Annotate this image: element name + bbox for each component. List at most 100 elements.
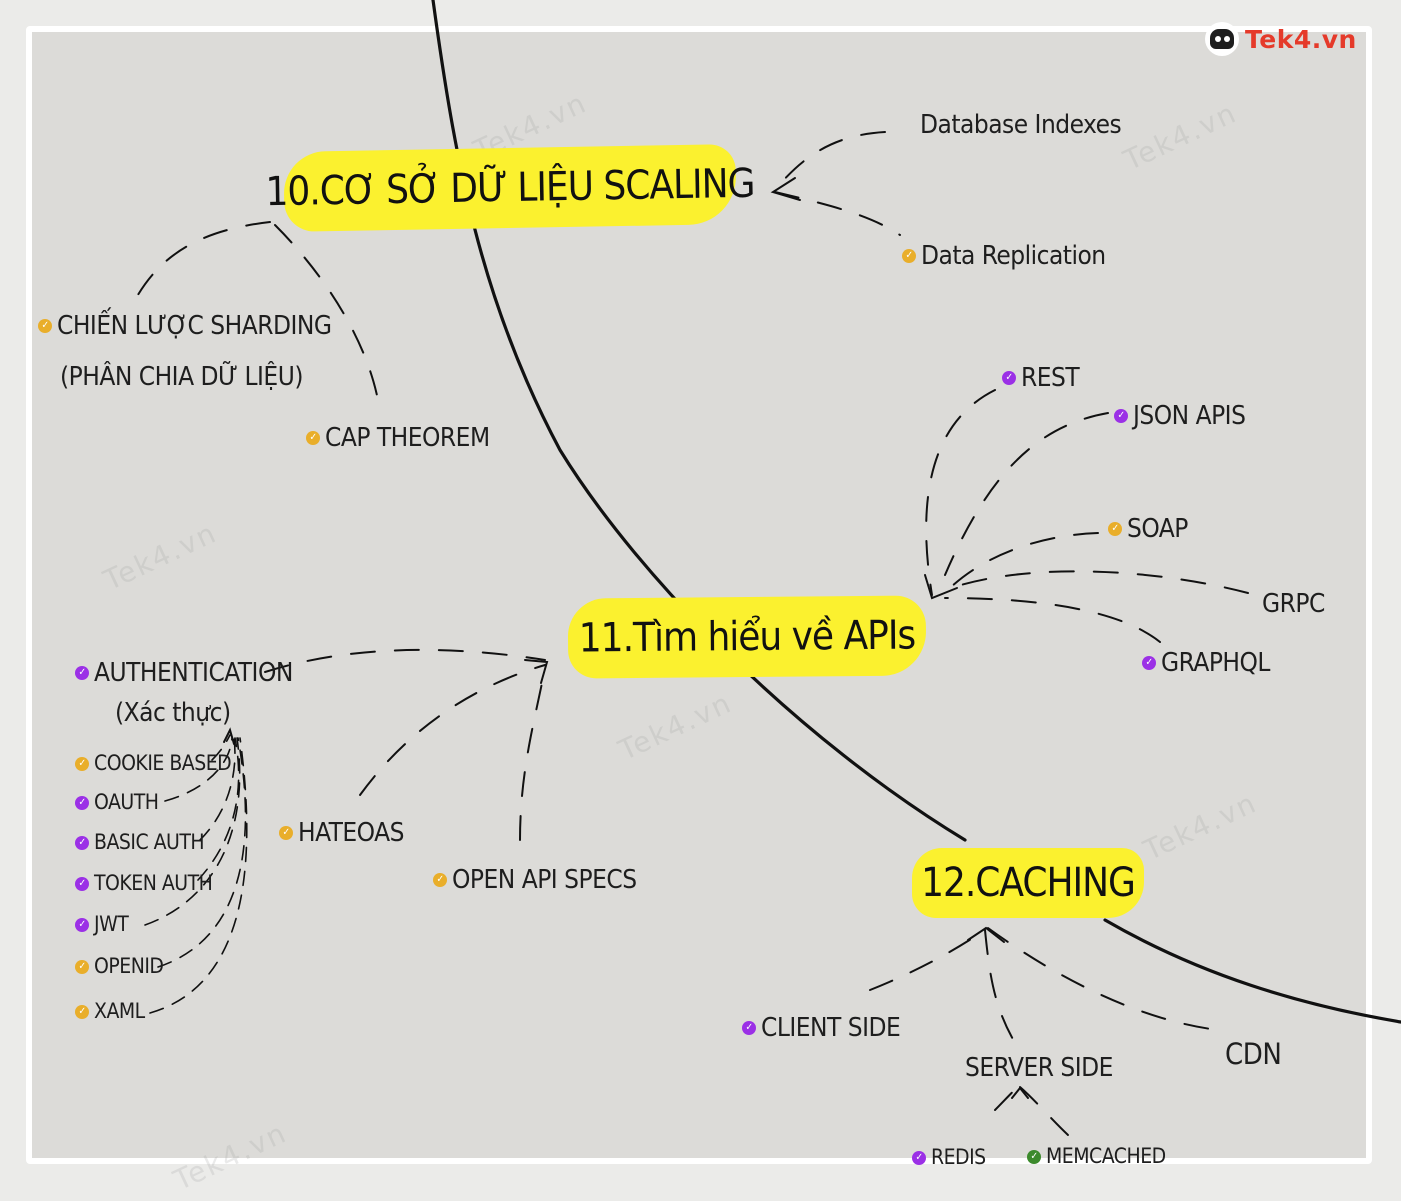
replication-label: Data Replication: [921, 241, 1106, 271]
check-icon: ✓: [75, 795, 89, 810]
branch-rest: [925, 389, 996, 596]
branch-client: [869, 929, 986, 991]
node-replication: ✓ Data Replication: [902, 243, 1106, 269]
check-icon: ✓: [75, 1004, 89, 1019]
check-icon: ✓: [306, 431, 320, 445]
node-db-indexes: Database Indexes: [920, 110, 1122, 140]
branch-redis: [994, 1084, 1021, 1111]
branch-sharding: [134, 221, 271, 301]
branch-cookie: [211, 734, 231, 761]
branch-openapi: [519, 667, 546, 841]
topic-apis-label: 11.Tìm hiểu về APIs: [578, 612, 916, 662]
branch-graphql: [944, 597, 1161, 643]
branch-db-indexes: [774, 131, 886, 191]
node-sharding: ✓ Chiến lược sharding: [38, 311, 332, 341]
node-cookie: ✓ COOKIE BASED: [75, 751, 232, 775]
check-icon: ✓: [1114, 409, 1128, 423]
spine-curve: [431, 0, 967, 842]
node-rest: ✓ REST: [1002, 363, 1080, 393]
soap-label: SOAP: [1127, 514, 1188, 544]
spine-curve-end: [1103, 918, 1401, 1024]
node-oauth: ✓ OAUTH: [75, 792, 159, 813]
branch-server: [984, 929, 1019, 1049]
check-icon: ✓: [742, 1021, 756, 1035]
node-auth: ✓ AUTHENTICATION: [75, 660, 293, 686]
rest-label: REST: [1021, 363, 1080, 393]
node-client-side: ✓ CLIENT SIDE: [742, 1013, 901, 1043]
tek4-logo: Tek4.vn: [1205, 22, 1357, 56]
check-icon: ✓: [912, 1150, 926, 1165]
node-graphql: ✓ GRAPHQL: [1142, 650, 1270, 676]
topic-scaling-label: 10.Cơ sở dữ liệu scaling: [265, 160, 755, 216]
node-cdn: CDN: [1225, 1037, 1282, 1071]
robot-icon: [1205, 22, 1239, 56]
node-redis: ✓ REDIS: [912, 1147, 986, 1168]
check-icon: ✓: [279, 826, 293, 840]
auth-sub-label: (Xác thực): [115, 698, 231, 728]
check-icon: ✓: [75, 756, 89, 771]
cdn-label: CDN: [1225, 1037, 1282, 1071]
node-token-auth: ✓ TOKEN AUTH: [75, 871, 213, 895]
arrowhead: [223, 727, 235, 745]
node-json-apis: ✓ JSON APIS: [1114, 403, 1246, 429]
hateoas-label: HATEOAS: [298, 818, 404, 848]
token-auth-label: TOKEN AUTH: [94, 871, 213, 895]
node-sharding-sub: (phân chia dữ liệu): [60, 364, 303, 390]
server-side-label: SERVER SIDE: [965, 1053, 1113, 1083]
branch-replication: [774, 191, 901, 236]
node-soap: ✓ SOAP: [1108, 516, 1188, 542]
branch-json: [944, 412, 1109, 576]
memcached-label: MEMCACHED: [1046, 1144, 1166, 1168]
check-icon: ✓: [1108, 522, 1122, 536]
node-auth-sub: (Xác thực): [115, 700, 231, 726]
branch-cdn: [987, 927, 1219, 1031]
branch-auth: [264, 648, 546, 673]
branch-oauth: [164, 737, 233, 802]
redis-label: REDIS: [931, 1145, 986, 1169]
jwt-label: JWT: [94, 912, 129, 936]
client-side-label: CLIENT SIDE: [761, 1013, 901, 1043]
db-indexes-label: Database Indexes: [920, 110, 1122, 140]
branch-basic: [199, 737, 236, 841]
branch-openid: [157, 737, 247, 968]
grpc-label: GRPC: [1262, 589, 1325, 619]
arrowhead: [967, 926, 1005, 943]
branch-token: [197, 737, 240, 881]
check-icon: ✓: [75, 917, 89, 932]
arrowhead: [1011, 1086, 1029, 1099]
sharding-label: Chiến lược sharding: [57, 311, 332, 341]
oauth-label: OAUTH: [94, 790, 159, 814]
topic-apis: 11.Tìm hiểu về APIs: [567, 595, 927, 679]
check-icon: ✓: [433, 873, 447, 887]
node-openapi: ✓ OPEN API SPECS: [433, 867, 637, 893]
topic-caching: 12.CACHING: [912, 848, 1144, 918]
check-icon: ✓: [1027, 1149, 1041, 1164]
check-icon: ✓: [902, 249, 916, 263]
topic-caching-label: 12.CACHING: [921, 860, 1136, 906]
branch-jwt: [144, 737, 241, 926]
node-hateoas: ✓ HATEOAS: [279, 820, 404, 846]
node-basic-auth: ✓ BASIC AUTH: [75, 832, 205, 853]
sharding-sub-label: (phân chia dữ liệu): [60, 362, 303, 392]
topic-scaling: 10.Cơ sở dữ liệu scaling: [265, 144, 755, 232]
branch-memcached: [1019, 1086, 1069, 1136]
check-icon: ✓: [75, 876, 89, 891]
cap-label: CAP THEOREM: [325, 423, 490, 453]
auth-label: AUTHENTICATION: [94, 658, 293, 688]
node-openid: ✓ OPENID: [75, 954, 164, 978]
openid-label: OPENID: [94, 954, 164, 978]
cookie-label: COOKIE BASED: [94, 751, 232, 775]
check-icon: ✓: [38, 319, 52, 333]
check-icon: ✓: [75, 835, 89, 850]
xaml-label: XAML: [94, 999, 145, 1023]
arrowhead: [770, 177, 801, 201]
node-grpc: GRPC: [1262, 591, 1325, 617]
node-cap: ✓ CAP THEOREM: [306, 425, 490, 451]
check-icon: ✓: [1002, 371, 1016, 385]
arrowhead: [524, 659, 549, 684]
node-memcached: ✓ MEMCACHED: [1027, 1146, 1166, 1167]
arrowhead: [924, 574, 958, 600]
openapi-label: OPEN API SPECS: [452, 865, 637, 895]
graphql-label: GRAPHQL: [1161, 648, 1270, 678]
branch-hateoas: [359, 664, 546, 796]
